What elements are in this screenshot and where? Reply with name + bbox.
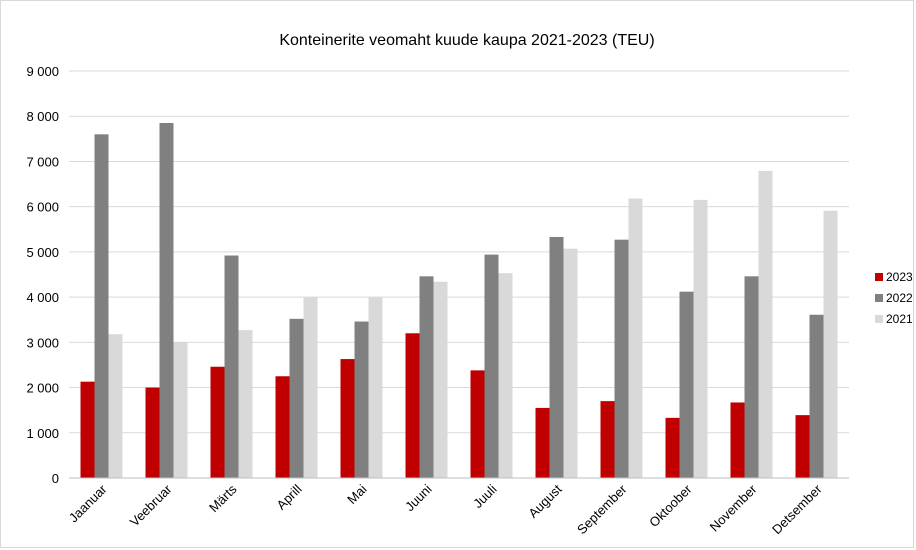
bar-2021-1 bbox=[173, 342, 188, 478]
bar-2023-2 bbox=[210, 366, 225, 478]
bar-2023-9 bbox=[665, 417, 680, 478]
gridlines bbox=[69, 70, 849, 434]
bar-2023-4 bbox=[340, 359, 355, 478]
y-tick-label: 0 bbox=[52, 471, 59, 486]
bar-2023-0 bbox=[80, 381, 95, 478]
y-tick-label: 9 000 bbox=[26, 64, 59, 79]
bar-2021-10 bbox=[758, 170, 773, 479]
y-tick-label: 3 000 bbox=[26, 335, 59, 350]
legend-label-2022: 2022 bbox=[886, 291, 913, 305]
bar-2023-1 bbox=[145, 387, 160, 478]
y-tick-label: 2 000 bbox=[26, 381, 59, 396]
y-tick-label: 6 000 bbox=[26, 200, 59, 215]
bar-2022-10 bbox=[744, 276, 759, 478]
bar-2022-8 bbox=[614, 239, 629, 478]
x-tick-label: Detsember bbox=[769, 481, 825, 537]
bar-2022-2 bbox=[224, 255, 239, 478]
x-tick-label: Aprill bbox=[274, 481, 305, 512]
legend-swatch-2022 bbox=[875, 294, 883, 302]
x-tick-label: Jaanuar bbox=[66, 481, 110, 525]
bar-2022-7 bbox=[549, 236, 564, 478]
bar-2021-8 bbox=[628, 198, 643, 478]
bar-2023-10 bbox=[730, 402, 745, 478]
bar-2021-11 bbox=[823, 210, 838, 478]
y-tick-label: 5 000 bbox=[26, 245, 59, 260]
bar-2022-1 bbox=[159, 123, 174, 478]
x-tick-label: Veebruar bbox=[127, 481, 175, 529]
y-tick-label: 7 000 bbox=[26, 154, 59, 169]
y-tick-label: 8 000 bbox=[26, 109, 59, 124]
legend-swatch-2021 bbox=[875, 315, 883, 323]
bar-2022-4 bbox=[354, 321, 369, 478]
bar-2023-6 bbox=[470, 370, 485, 478]
bar-2022-11 bbox=[809, 314, 824, 478]
legend-swatch-2023 bbox=[875, 273, 883, 281]
x-tick-label: August bbox=[525, 481, 564, 520]
bar-2023-8 bbox=[600, 401, 615, 478]
bar-2021-0 bbox=[108, 334, 123, 478]
bar-2021-2 bbox=[238, 330, 253, 478]
x-tick-label: November bbox=[707, 481, 760, 534]
x-tick-label: Märts bbox=[206, 481, 240, 515]
x-tick-label: Oktoober bbox=[646, 481, 695, 530]
bar-2022-5 bbox=[419, 276, 434, 478]
y-tick-label: 1 000 bbox=[26, 426, 59, 441]
bars bbox=[80, 123, 838, 479]
bar-2021-3 bbox=[303, 297, 318, 478]
bar-2023-5 bbox=[405, 333, 420, 478]
chart-title: Konteinerite veomaht kuude kaupa 2021-20… bbox=[279, 32, 654, 49]
legend-label-2023: 2023 bbox=[886, 270, 913, 284]
bar-2022-6 bbox=[484, 254, 499, 478]
x-tick-label: Juuni bbox=[402, 481, 435, 514]
bar-2023-11 bbox=[795, 415, 810, 478]
x-tick-label: Juuli bbox=[470, 481, 500, 511]
bar-2021-7 bbox=[563, 248, 578, 478]
bar-2022-3 bbox=[289, 318, 304, 478]
bar-2022-0 bbox=[94, 134, 109, 479]
legend-label-2021: 2021 bbox=[886, 312, 913, 326]
bar-2021-6 bbox=[498, 273, 513, 478]
bar-2022-9 bbox=[679, 291, 694, 478]
bar-2021-5 bbox=[433, 281, 448, 478]
bar-2021-9 bbox=[693, 199, 708, 478]
y-tick-label: 4 000 bbox=[26, 290, 59, 305]
bar-2023-7 bbox=[535, 407, 550, 478]
x-tick-label: September bbox=[574, 481, 630, 537]
bar-2021-4 bbox=[368, 297, 383, 478]
bar-2023-3 bbox=[275, 376, 290, 478]
x-tick-label: Mai bbox=[344, 481, 369, 506]
legend: 2023 2022 2021 bbox=[875, 270, 913, 326]
